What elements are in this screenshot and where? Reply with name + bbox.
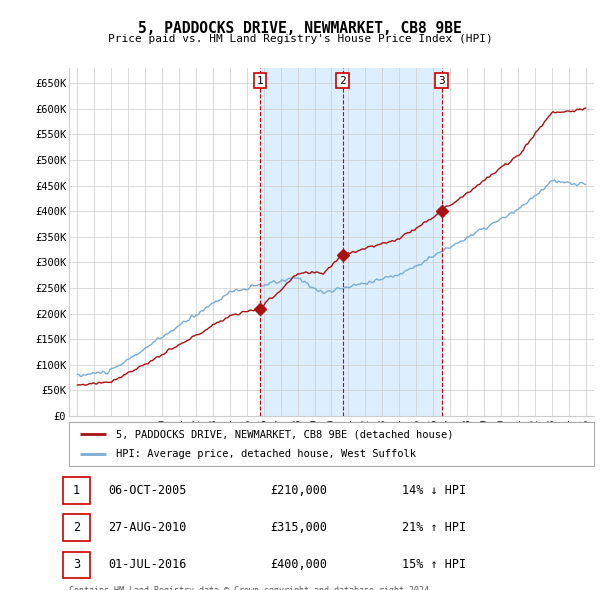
Text: £315,000: £315,000 — [270, 521, 327, 535]
Text: 1: 1 — [73, 484, 80, 497]
Text: 21% ↑ HPI: 21% ↑ HPI — [402, 521, 466, 535]
Text: £210,000: £210,000 — [270, 484, 327, 497]
Text: £400,000: £400,000 — [270, 558, 327, 572]
Text: 1: 1 — [256, 76, 263, 86]
Text: 27-AUG-2010: 27-AUG-2010 — [108, 521, 187, 535]
Text: HPI: Average price, detached house, West Suffolk: HPI: Average price, detached house, West… — [116, 449, 416, 458]
Text: 3: 3 — [438, 76, 445, 86]
Text: Price paid vs. HM Land Registry's House Price Index (HPI): Price paid vs. HM Land Registry's House … — [107, 34, 493, 44]
Text: 2: 2 — [339, 76, 346, 86]
Text: 5, PADDOCKS DRIVE, NEWMARKET, CB8 9BE: 5, PADDOCKS DRIVE, NEWMARKET, CB8 9BE — [138, 21, 462, 35]
Text: 01-JUL-2016: 01-JUL-2016 — [108, 558, 187, 572]
Text: Contains HM Land Registry data © Crown copyright and database right 2024.: Contains HM Land Registry data © Crown c… — [69, 586, 434, 590]
Text: 14% ↓ HPI: 14% ↓ HPI — [402, 484, 466, 497]
Text: 06-OCT-2005: 06-OCT-2005 — [108, 484, 187, 497]
Text: 2: 2 — [73, 521, 80, 535]
Bar — [260, 68, 343, 416]
Text: 5, PADDOCKS DRIVE, NEWMARKET, CB8 9BE (detached house): 5, PADDOCKS DRIVE, NEWMARKET, CB8 9BE (d… — [116, 430, 454, 439]
Text: 15% ↑ HPI: 15% ↑ HPI — [402, 558, 466, 572]
Bar — [343, 68, 442, 416]
Text: 3: 3 — [73, 558, 80, 572]
